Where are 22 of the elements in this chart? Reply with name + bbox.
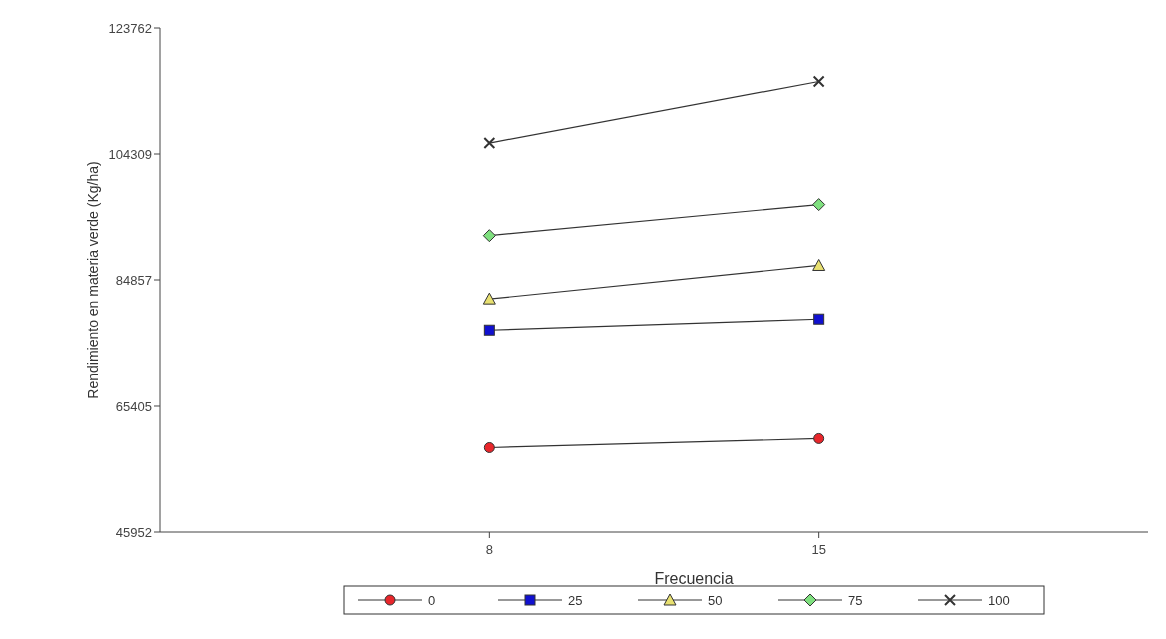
y-tick-label: 45952 <box>115 524 152 540</box>
legend-label: 25 <box>568 592 583 608</box>
x-tick-label: 15 <box>811 542 826 557</box>
legend-label: 75 <box>848 592 863 608</box>
y-tick-label: 65405 <box>115 398 152 414</box>
point <box>813 313 825 325</box>
y-tick-label: 104309 <box>108 146 152 162</box>
x-axis-title: Frecuencia <box>654 570 734 587</box>
point <box>483 441 495 453</box>
point <box>813 432 825 444</box>
legend-label: 100 <box>988 592 1010 608</box>
point <box>812 75 825 88</box>
y-tick-label: 84857 <box>115 272 152 288</box>
point <box>812 198 826 212</box>
y-tick-label: 123762 <box>108 20 152 36</box>
point <box>483 324 495 336</box>
x-tick-label: 8 <box>485 542 493 557</box>
point <box>482 229 496 243</box>
legend-label: 0 <box>428 592 436 608</box>
legend-label: 50 <box>708 592 723 608</box>
point <box>483 137 496 150</box>
y-axis-title: Rendimiento en materia verde (Kg/ha) <box>85 161 101 399</box>
